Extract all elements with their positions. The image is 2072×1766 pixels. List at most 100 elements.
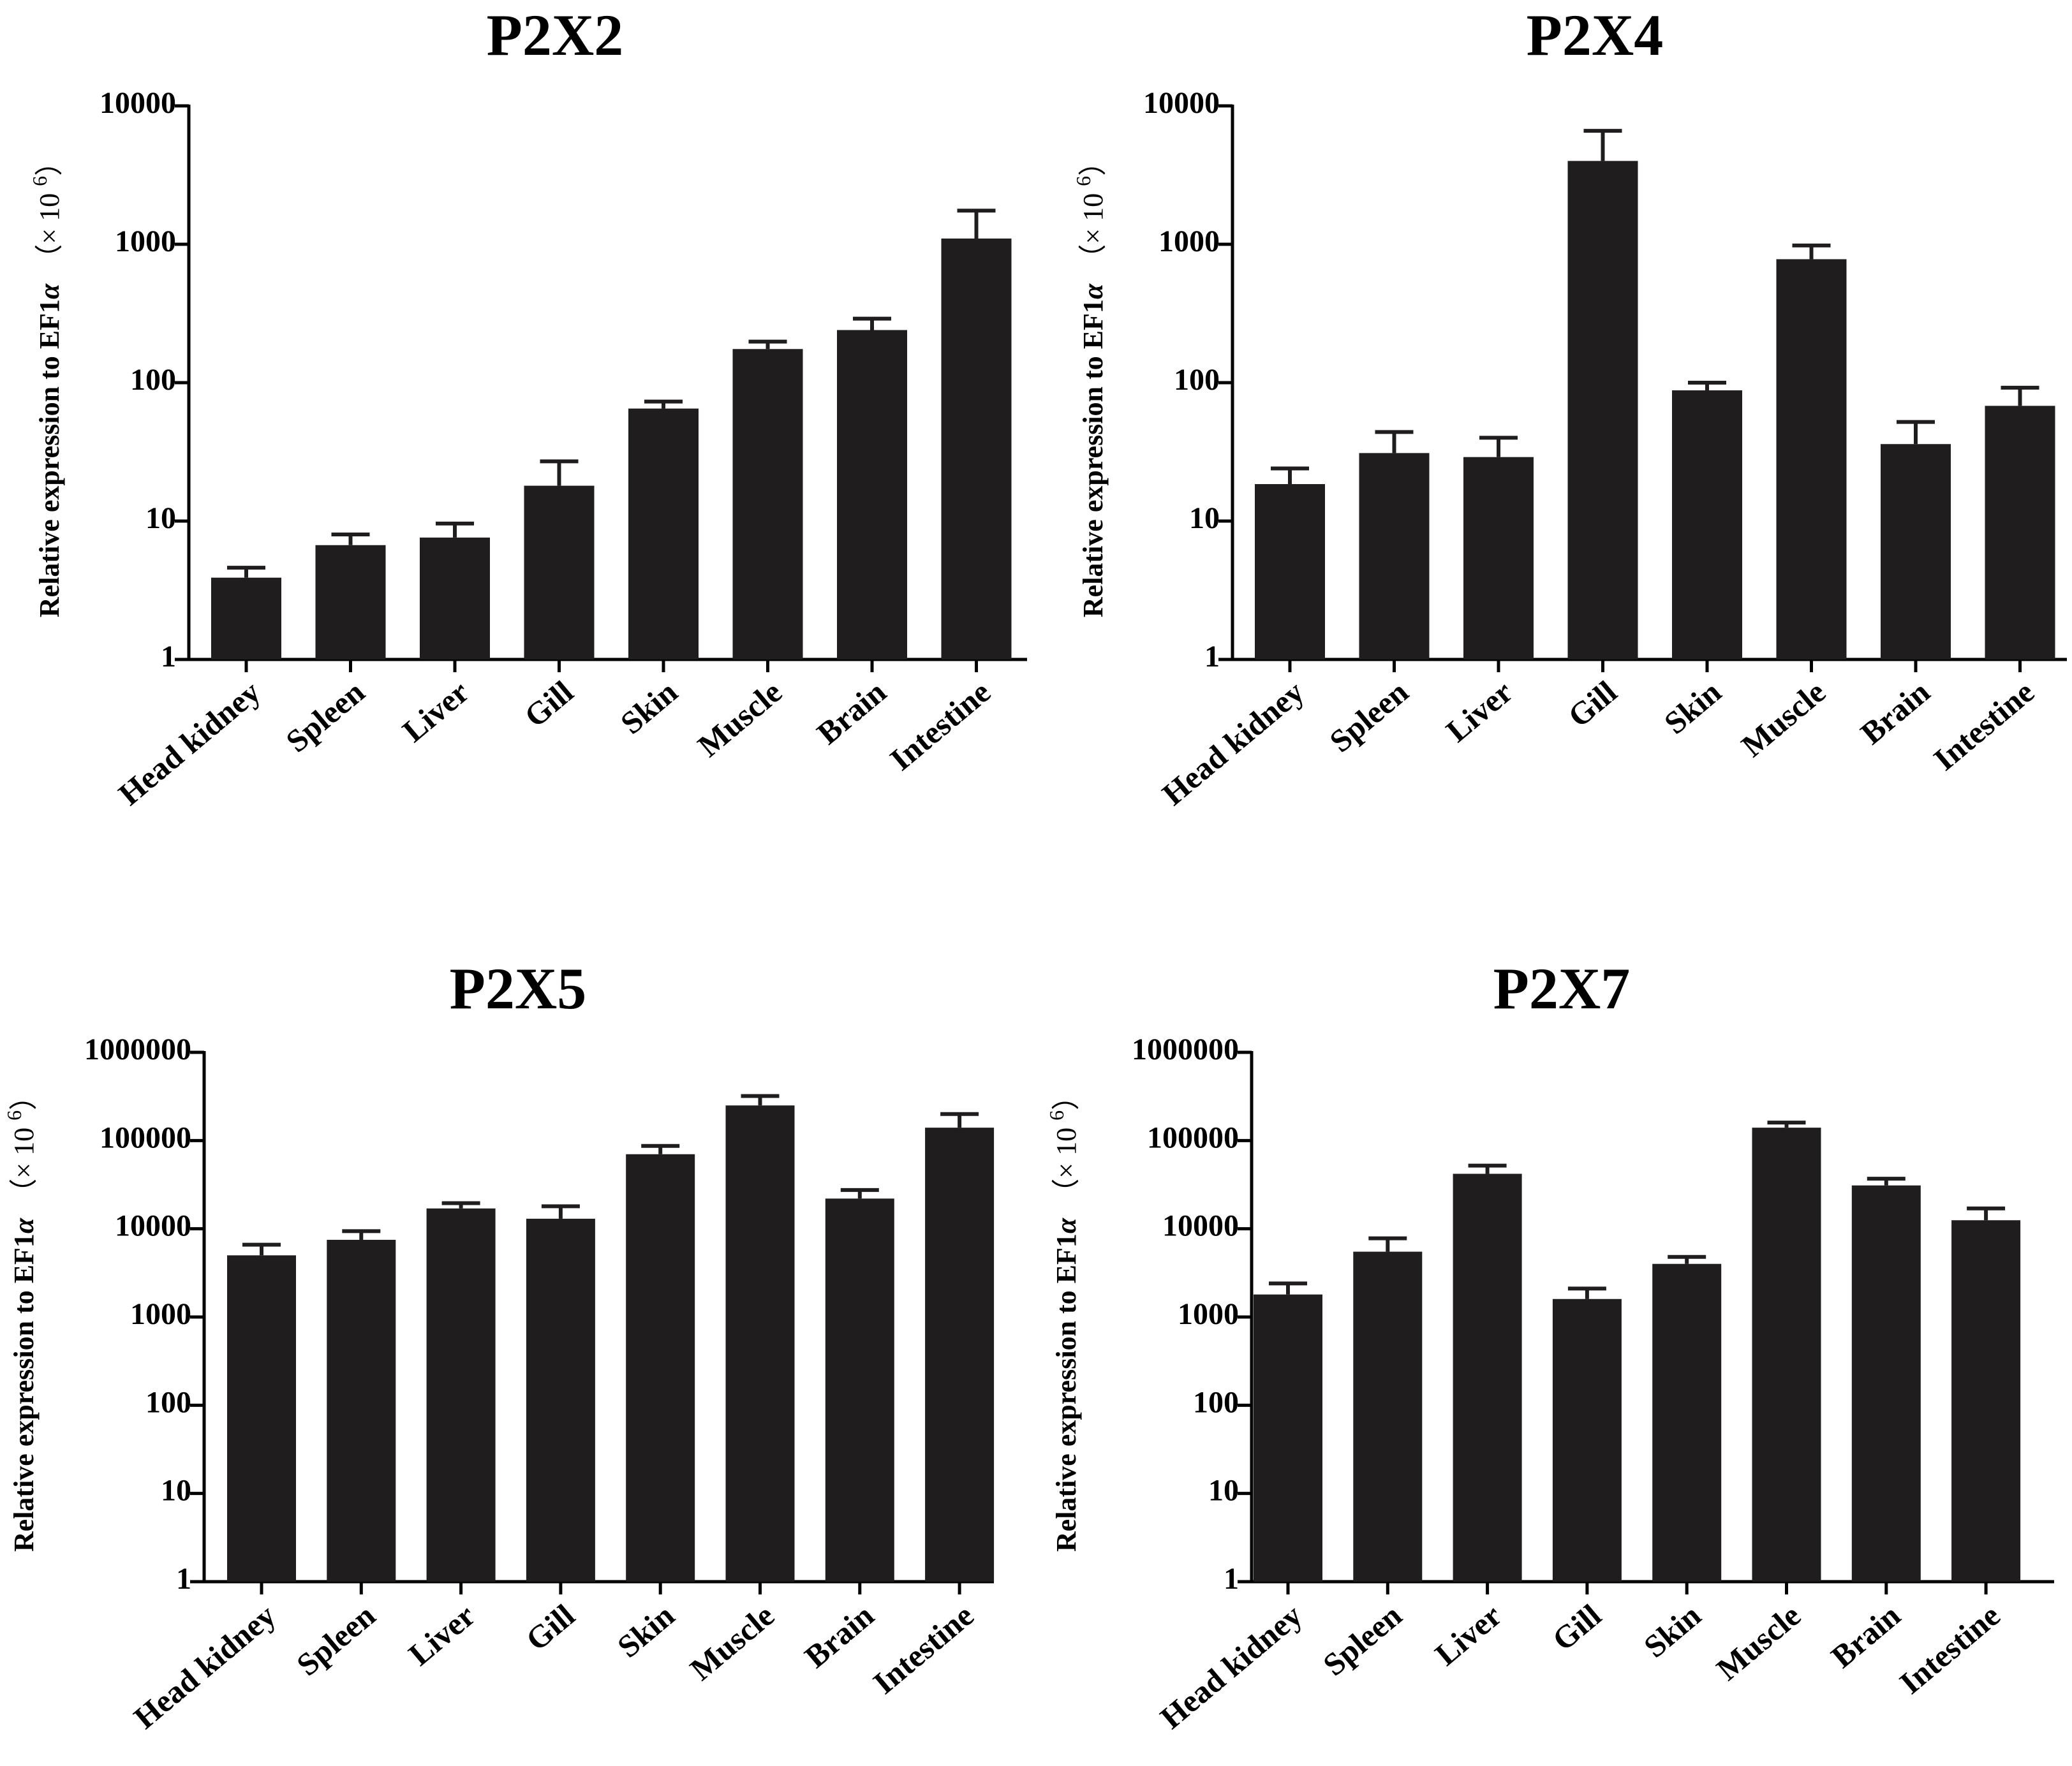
y-tick-label: 10000 bbox=[100, 86, 176, 120]
x-tick-label-muscle: Muscle bbox=[1735, 673, 1832, 763]
y-tick-label: 10 bbox=[161, 1474, 191, 1508]
bar-spleen bbox=[327, 1239, 396, 1582]
bar-intestine bbox=[941, 239, 1012, 659]
bar-liver bbox=[1463, 457, 1534, 659]
x-tick-label-head-kidney: Head kidney bbox=[1155, 673, 1311, 812]
x-tick-label-brain: Brain bbox=[798, 1597, 881, 1675]
y-tick-label: 10000 bbox=[1143, 86, 1220, 120]
y-tick-label: 100 bbox=[130, 363, 176, 397]
y-tick-label: 1000 bbox=[130, 1297, 191, 1331]
x-tick-label-skin: Skin bbox=[1657, 673, 1728, 741]
y-axis-label: Relative expression to EF1α（× 10 6） bbox=[1045, 1082, 1082, 1552]
x-tick-label-skin: Skin bbox=[614, 673, 685, 741]
x-tick-label-spleen: Spleen bbox=[279, 673, 371, 759]
bar-gill bbox=[526, 1218, 595, 1582]
bar-intestine bbox=[925, 1128, 995, 1582]
x-tick-label-head-kidney: Head kidney bbox=[112, 673, 267, 812]
x-tick-label-liver: Liver bbox=[402, 1597, 482, 1672]
bar-spleen bbox=[1353, 1251, 1423, 1582]
x-tick-label-brain: Brain bbox=[1824, 1597, 1907, 1675]
bar-head-kidney bbox=[227, 1255, 296, 1582]
bar-gill bbox=[1552, 1299, 1622, 1582]
bar-spleen bbox=[1359, 453, 1430, 659]
y-tick-label: 100000 bbox=[100, 1121, 191, 1154]
y-tick-label: 1 bbox=[1224, 1562, 1239, 1596]
bar-liver bbox=[1453, 1174, 1522, 1582]
y-tick-label: 1000 bbox=[115, 224, 176, 258]
y-tick-label: 10 bbox=[1208, 1474, 1239, 1508]
chart-panel-p2x4: P2X4 1 10 100 1000 10000 Relative expression t… bbox=[1072, 3, 2067, 812]
bar-skin bbox=[626, 1154, 695, 1582]
bar-muscle bbox=[732, 349, 803, 659]
x-tick-label-spleen: Spleen bbox=[290, 1597, 382, 1682]
y-tick-label: 10 bbox=[1189, 501, 1220, 535]
y-tick-label: 100000 bbox=[1147, 1121, 1239, 1154]
chart-title: P2X7 bbox=[1493, 956, 1631, 1021]
x-tick-label-spleen: Spleen bbox=[1316, 1597, 1409, 1682]
chart-panel-p2x7: P2X7 1 10 100 1000 10000 100000 1000000 Relative… bbox=[1045, 956, 2054, 1735]
bar-muscle bbox=[1776, 259, 1847, 659]
bar-head-kidney bbox=[1255, 484, 1325, 659]
y-tick-label: 10 bbox=[145, 501, 176, 535]
bar-head-kidney bbox=[211, 577, 281, 659]
y-tick-label: 100 bbox=[145, 1385, 191, 1419]
x-tick-label-spleen: Spleen bbox=[1322, 673, 1415, 759]
bar-skin bbox=[628, 408, 699, 659]
x-tick-label-liver: Liver bbox=[396, 673, 475, 749]
bar-liver bbox=[420, 537, 490, 659]
bar-brain bbox=[1851, 1185, 1921, 1582]
y-tick-label: 1 bbox=[161, 640, 176, 673]
x-tick-label-intestine: Intestine bbox=[1893, 1597, 2007, 1701]
chart-panel-p2x5: P2X5 1 10 100 1000 10000 100000 1000000 Relative… bbox=[3, 956, 995, 1735]
y-tick-label: 1 bbox=[176, 1562, 191, 1596]
bar-brain bbox=[825, 1198, 894, 1582]
x-tick-label-intestine: Intestine bbox=[883, 673, 997, 777]
bar-muscle bbox=[725, 1105, 795, 1582]
x-tick-label-gill: Gill bbox=[1561, 673, 1624, 734]
bar-gill bbox=[524, 485, 595, 659]
y-tick-label: 1000000 bbox=[84, 1033, 191, 1066]
x-tick-label-skin: Skin bbox=[1637, 1597, 1708, 1665]
chart-panel-p2x2: P2X2 1 10 100 1000 10000 Relative expression t… bbox=[28, 3, 1027, 812]
bar-brain bbox=[1881, 444, 1951, 659]
bar-spleen bbox=[315, 545, 386, 659]
bar-muscle bbox=[1752, 1128, 1821, 1582]
bar-liver bbox=[426, 1208, 496, 1582]
bar-head-kidney bbox=[1254, 1294, 1322, 1582]
x-tick-label-muscle: Muscle bbox=[691, 673, 788, 763]
x-tick-label-gill: Gill bbox=[1546, 1597, 1608, 1658]
y-tick-label: 100 bbox=[1174, 363, 1220, 397]
x-tick-label-liver: Liver bbox=[1439, 673, 1519, 749]
y-axis-label: Relative expression to EF1α（× 10 6） bbox=[1072, 148, 1109, 617]
chart-title: P2X4 bbox=[1527, 3, 1664, 68]
x-tick-label-muscle: Muscle bbox=[683, 1597, 781, 1687]
y-tick-label: 1000 bbox=[1158, 224, 1220, 258]
bar-gill bbox=[1567, 161, 1638, 660]
x-tick-label-brain: Brain bbox=[1854, 673, 1937, 751]
chart-title: P2X5 bbox=[450, 956, 587, 1021]
bar-intestine bbox=[1951, 1220, 2021, 1582]
x-tick-label-muscle: Muscle bbox=[1710, 1597, 1807, 1687]
y-tick-label: 1 bbox=[1204, 640, 1220, 673]
y-tick-label: 100 bbox=[1193, 1385, 1239, 1419]
x-tick-label-skin: Skin bbox=[610, 1597, 681, 1665]
y-tick-label: 10000 bbox=[115, 1209, 191, 1243]
y-axis-label: Relative expression to EF1α（× 10 6） bbox=[28, 148, 65, 617]
y-tick-label: 10000 bbox=[1162, 1209, 1239, 1243]
x-tick-label-head-kidney: Head kidney bbox=[1153, 1597, 1309, 1735]
y-tick-label: 1000000 bbox=[1132, 1033, 1239, 1066]
x-tick-label-gill: Gill bbox=[517, 673, 580, 734]
bar-skin bbox=[1652, 1263, 1722, 1582]
chart-title: P2X2 bbox=[487, 3, 624, 68]
bar-intestine bbox=[1985, 406, 2055, 659]
x-tick-label-brain: Brain bbox=[810, 673, 893, 751]
bar-brain bbox=[837, 330, 907, 659]
bar-skin bbox=[1672, 390, 1742, 659]
x-tick-label-intestine: Intestine bbox=[1927, 673, 2041, 777]
x-tick-label-head-kidney: Head kidney bbox=[127, 1597, 283, 1735]
x-tick-label-liver: Liver bbox=[1428, 1597, 1508, 1672]
y-axis-label: Relative expression to EF1α（× 10 6） bbox=[3, 1082, 40, 1552]
y-tick-label: 1000 bbox=[1178, 1297, 1239, 1331]
